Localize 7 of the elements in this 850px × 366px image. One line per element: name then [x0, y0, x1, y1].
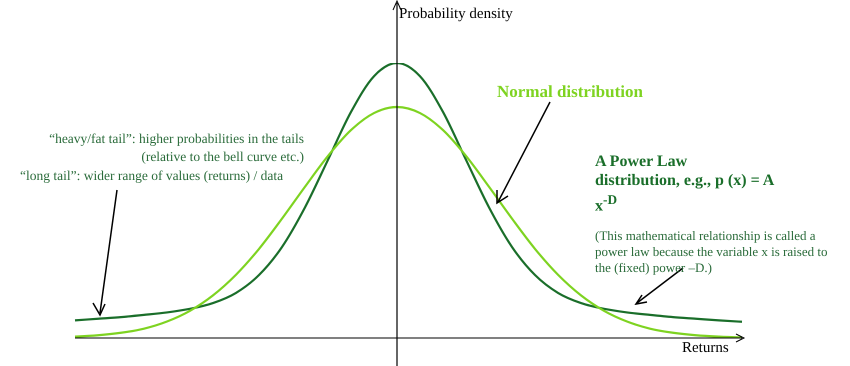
annotation: “heavy/fat tail”: higher probabilities in the tails (relative to the bell curve etc.): [48, 130, 304, 166]
x-axis-title: Returns: [682, 340, 729, 357]
text: A Power Law distribution, e.g., p (x) = A x$^{-D}$: [595, 152, 775, 216]
y-axis-title: Probability density: [399, 6, 513, 23]
text: Normal distribution: [497, 82, 643, 102]
annotation: “long tail”: wider range of values (returns) / data: [20, 168, 284, 184]
annotation: (This mathematical relationship is called a power law because the variable x is raised to the (fixed) power –D.): [595, 228, 828, 276]
